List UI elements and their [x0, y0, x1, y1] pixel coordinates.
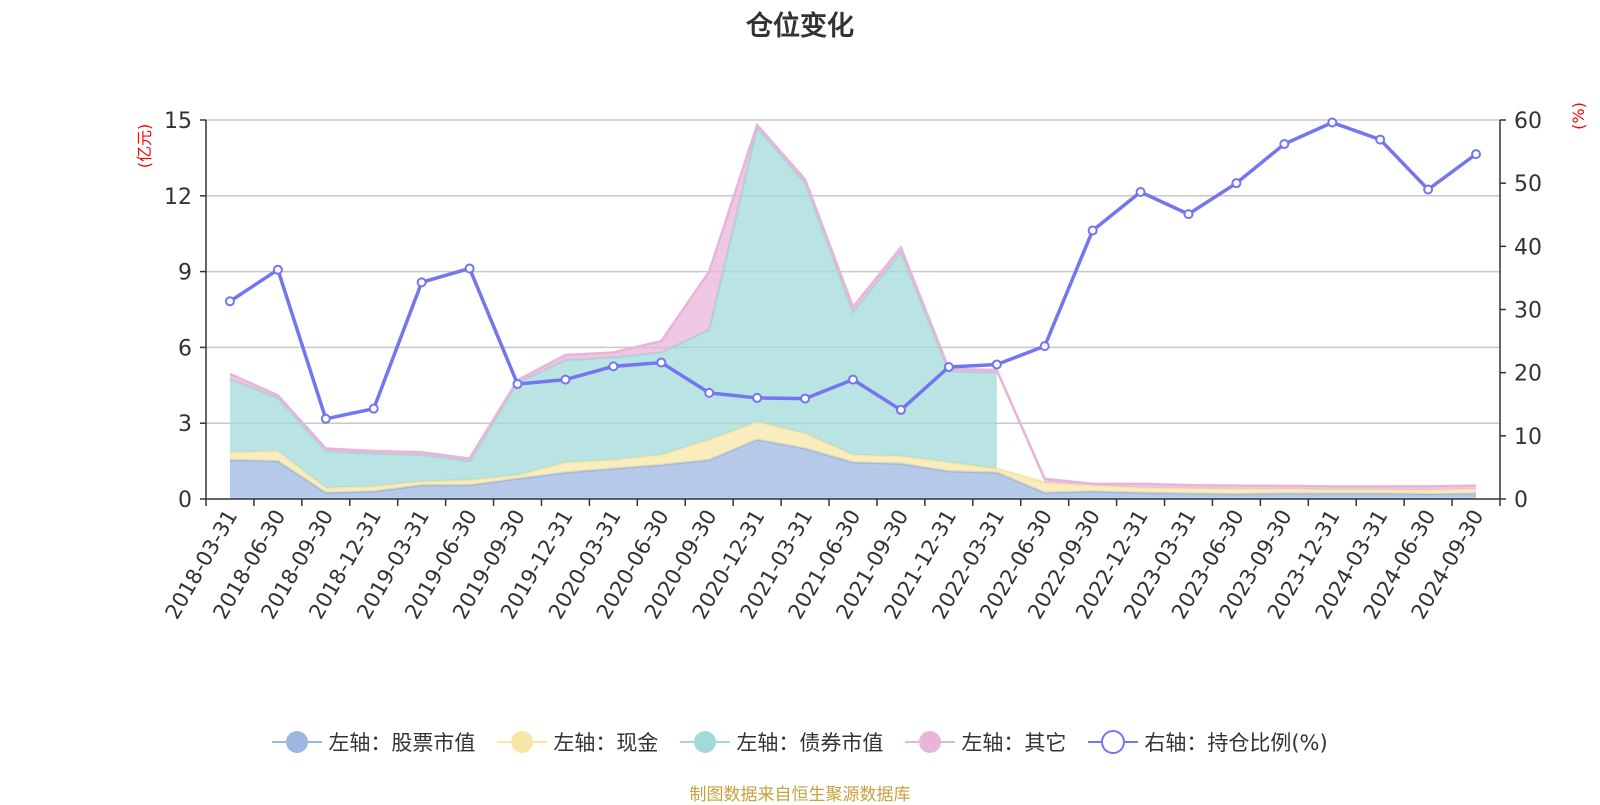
ratio-point	[368, 403, 379, 414]
legend-item-cash[interactable]: 左轴：现金	[497, 727, 658, 757]
left-tick-label: 6	[178, 336, 192, 361]
ratio-point	[1471, 149, 1482, 160]
filled-circle-icon	[272, 731, 323, 753]
ratio-point	[224, 296, 235, 307]
cash-area	[229, 421, 1477, 494]
ratio-point	[704, 387, 715, 398]
ratio-point	[1327, 117, 1338, 128]
legend: 左轴：股票市值 左轴：现金 左轴：债券市值 左轴：其它 右轴：持仓比例(%)	[0, 722, 1600, 762]
filled-circle-icon	[497, 731, 548, 753]
ratio-point	[848, 374, 858, 385]
legend-item-other[interactable]: 左轴：其它	[905, 727, 1066, 757]
right-tick-label: 60	[1514, 109, 1542, 134]
ratio-point	[1183, 209, 1194, 220]
ratio-point	[320, 413, 331, 424]
left-axis-unit: (亿元)	[135, 124, 154, 169]
right-tick-label: 20	[1514, 362, 1542, 387]
chart-plot: 036912150102030405060(亿元)(%)2018-03-3120…	[135, 102, 1588, 623]
chart-title: 仓位变化	[746, 11, 854, 42]
stock-area	[229, 439, 1477, 499]
legend-label: 左轴：股票市值	[328, 731, 476, 755]
ratio-point	[560, 374, 571, 385]
ratio-point	[1231, 178, 1242, 189]
ratio-point	[1375, 134, 1386, 145]
legend-label: 右轴：持仓比例(%)	[1144, 731, 1328, 755]
filled-circle-icon	[680, 731, 731, 753]
left-tick-label: 3	[178, 412, 192, 437]
ratio-point	[895, 404, 906, 415]
legend-item-ratio[interactable]: 右轴：持仓比例(%)	[1088, 727, 1328, 757]
stacked-areas	[229, 122, 1477, 499]
legend-item-bond[interactable]: 左轴：债券市值	[680, 727, 883, 757]
ratio-point	[512, 379, 523, 390]
bond-area	[229, 127, 997, 488]
ratio-point	[1039, 341, 1050, 352]
legend-label: 左轴：其它	[961, 731, 1067, 755]
left-tick-label: 12	[164, 185, 192, 210]
ratio-point	[1087, 225, 1098, 236]
right-tick-label: 50	[1514, 172, 1542, 197]
ratio-point	[656, 357, 667, 368]
right-tick-label: 40	[1514, 235, 1542, 260]
filled-circle-icon	[905, 731, 956, 753]
ratio-point	[943, 361, 954, 372]
legend-label: 左轴：债券市值	[736, 731, 884, 755]
ratio-point	[608, 361, 619, 372]
left-tick-label: 15	[164, 109, 192, 134]
source-note: 制图数据来自恒生聚源数据库	[689, 785, 911, 805]
right-tick-label: 0	[1514, 488, 1528, 513]
right-axis-unit: (%)	[1569, 102, 1588, 130]
ratio-point	[800, 393, 811, 404]
left-tick-label: 0	[178, 488, 192, 513]
hollow-circle-icon	[1088, 730, 1139, 754]
ratio-point	[464, 263, 475, 274]
legend-item-stock[interactable]: 左轴：股票市值	[272, 727, 475, 757]
ratio-point	[416, 277, 427, 288]
ratio-point	[272, 264, 283, 275]
other-edge	[229, 122, 1477, 488]
ratio-line	[224, 117, 1482, 424]
right-tick-label: 10	[1514, 425, 1542, 450]
ratio-point	[991, 359, 1002, 370]
axes	[200, 119, 1506, 506]
left-tick-label: 9	[178, 261, 192, 286]
legend-label: 左轴：现金	[553, 731, 659, 755]
ratio-point	[752, 392, 763, 403]
right-tick-label: 30	[1514, 299, 1542, 324]
ratio-point	[1423, 184, 1434, 195]
ratio-point	[1279, 139, 1290, 150]
ratio-point	[1135, 187, 1146, 198]
